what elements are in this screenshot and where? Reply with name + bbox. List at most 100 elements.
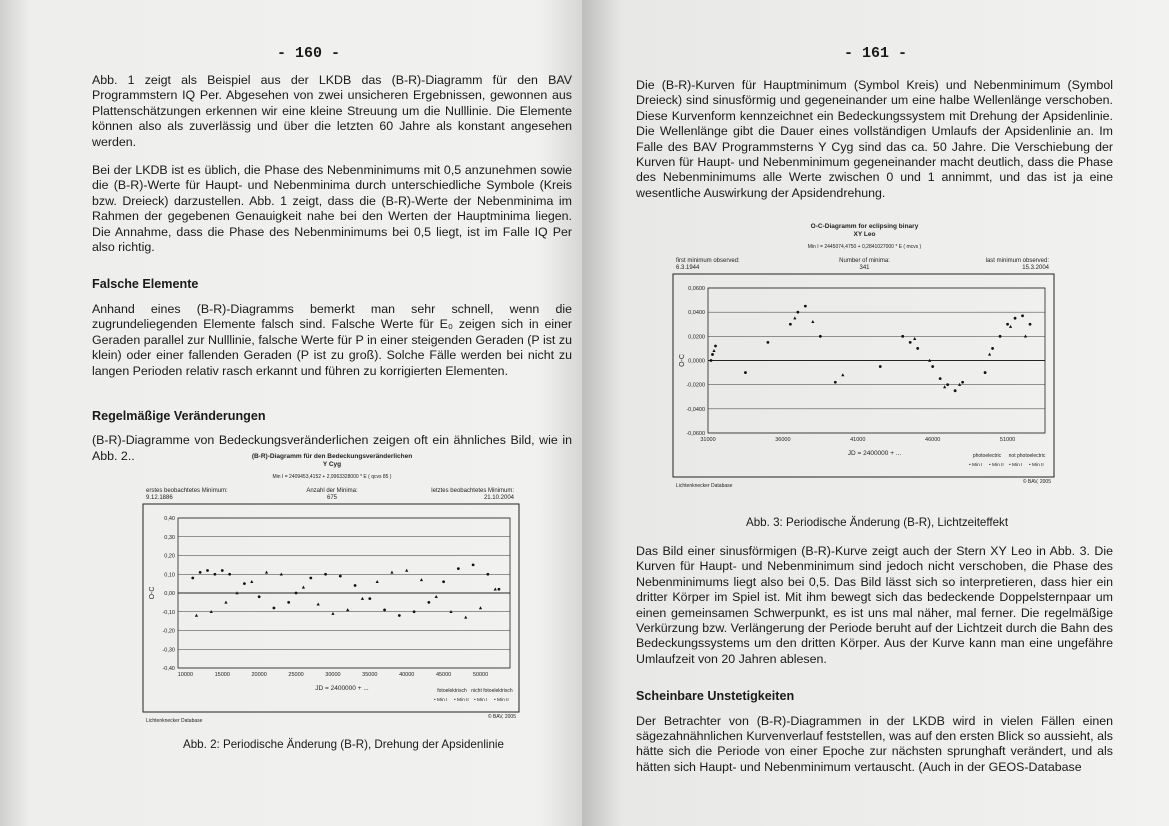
paragraph: Der Betrachter von (B-R)-Diagrammen in d…	[636, 713, 1113, 774]
chart-elements: Min I = 2445074,4750 + 0,2841027000 * E …	[808, 244, 922, 250]
data-point-min-ii	[209, 609, 213, 613]
last-value: 21.10.2004	[484, 495, 515, 501]
y-tick-label: 0,30	[164, 535, 175, 541]
y-tick-label: 0,10	[164, 572, 175, 578]
data-point-min-ii	[279, 572, 283, 576]
data-point-min-i	[272, 606, 276, 610]
legend-group-label: nicht fotoelektrisch	[471, 688, 513, 694]
y-tick-label: -0,40	[162, 666, 175, 672]
right-page: - 161 - Die (B-R)-Kurven für Hauptminimu…	[582, 0, 1169, 826]
y-tick-label: 0,0200	[688, 334, 705, 340]
data-point-min-i	[766, 340, 770, 344]
data-point-min-i	[456, 567, 460, 571]
figure-caption: Abb. 2: Periodische Änderung (B-R), Dreh…	[183, 738, 504, 751]
data-point-min-i	[383, 608, 386, 612]
chart-frame	[672, 273, 1055, 478]
left-page: - 160 - Abb. 1 zeigt als Beispiel aus de…	[0, 0, 582, 826]
section-heading: Falsche Elemente	[92, 277, 199, 292]
legend-item: • Min I	[434, 697, 447, 703]
legend-group-label: not photoelectric	[1009, 453, 1046, 459]
y-axis-label: O-C	[149, 587, 156, 600]
data-point-min-i	[397, 614, 401, 617]
y-tick-label: -0,0400	[686, 407, 705, 413]
x-tick-label: 51000	[1000, 437, 1015, 443]
data-point-min-i	[938, 377, 942, 381]
y-tick-label: 0,0000	[688, 359, 705, 365]
data-point-min-ii	[434, 594, 438, 598]
x-tick-label: 46000	[925, 437, 940, 443]
paragraph: (B-R)-Diagramme von Bedeckungsveränderli…	[92, 433, 572, 463]
data-point-min-ii	[464, 615, 468, 619]
y-axis-label: O-C	[679, 354, 686, 367]
data-point-min-i	[788, 322, 792, 326]
y-tick-label: 0,40	[164, 516, 175, 522]
data-point-min-i	[908, 340, 912, 344]
data-point-min-i	[287, 600, 291, 604]
x-tick-label: 25000	[288, 672, 303, 678]
first-label: erstes beobachtetes Minimum:	[146, 488, 228, 494]
data-point-min-i	[294, 591, 298, 595]
data-point-min-i	[243, 582, 246, 586]
copyright: © BAV, 2005	[1023, 478, 1051, 485]
first-value: 9.12.1886	[146, 495, 173, 501]
data-point-min-ii	[360, 596, 365, 600]
data-point-min-i	[983, 371, 987, 374]
y-tick-label: 0,00	[164, 591, 175, 597]
data-point-min-i	[228, 572, 232, 576]
data-point-min-i	[309, 576, 313, 580]
data-point-min-i	[711, 353, 714, 356]
data-point-min-ii	[264, 570, 269, 574]
data-point-min-i	[198, 570, 202, 574]
data-point-min-ii	[478, 606, 483, 610]
data-point-min-ii	[841, 373, 845, 377]
paragraph: Anhand eines (B-R)-Diagramms bemerkt man…	[92, 301, 572, 378]
data-point-min-i	[191, 576, 195, 580]
y-tick-label: 0,0600	[688, 286, 705, 292]
legend-item: • Min I	[969, 462, 982, 468]
data-point-min-i	[803, 304, 807, 308]
data-point-min-ii	[346, 608, 350, 612]
data-point-min-ii	[493, 587, 497, 591]
data-point-min-ii	[405, 568, 409, 572]
data-point-min-ii	[301, 585, 306, 589]
chart-title: O-C-Diagramm for eclipsing binary	[811, 223, 919, 230]
y-tick-label: 0,20	[164, 554, 175, 560]
last-label: letztes beobachtetes Minimum:	[431, 488, 514, 494]
chart-xy-leo: O-C-Diagramm for eclipsing binary XY Leo M…	[672, 218, 1057, 503]
data-point-min-i	[1021, 314, 1024, 318]
data-point-min-i	[442, 580, 445, 584]
copyright: © BAV, 2005	[488, 713, 516, 720]
x-tick-label: 50000	[473, 672, 488, 678]
chart-y-cyg: (B-R)-Diagramm für den Bedeckungsverände…	[142, 448, 522, 738]
last-label: last minimum observed:	[986, 258, 1050, 264]
x-axis-label: JD = 2400000 + ...	[848, 450, 902, 457]
page-number: - 160 -	[277, 45, 341, 62]
chart-title: (B-R)-Diagramm für den Bedeckungsverände…	[252, 453, 412, 460]
count-value: 341	[859, 265, 870, 271]
data-point-min-i	[1013, 316, 1017, 320]
paragraph: Abb. 1 zeigt als Beispiel aus der LKDB d…	[92, 73, 572, 149]
source-label: Lichtenknecker Database	[146, 718, 203, 724]
last-value: 15.3.2004	[1022, 265, 1049, 271]
data-point-min-i	[901, 334, 905, 338]
data-point-min-i	[220, 569, 224, 572]
data-point-min-i	[991, 347, 994, 350]
paragraph: Bei der LKDB ist es üblich, die Phase de…	[92, 163, 572, 255]
data-point-min-i	[1006, 322, 1009, 326]
x-tick-label: 45000	[436, 672, 451, 678]
x-tick-label: 15000	[215, 672, 230, 678]
x-axis-label: JD = 2400000 + ...	[315, 685, 369, 692]
data-point-min-i	[353, 584, 357, 587]
data-point-min-ii	[1008, 324, 1013, 328]
chart-frame	[142, 503, 520, 713]
data-point-min-i	[833, 380, 837, 384]
x-tick-label: 41000	[850, 437, 865, 443]
x-tick-label: 30000	[325, 672, 340, 678]
first-label: first minimum observed:	[676, 258, 740, 264]
data-point-min-ii	[928, 358, 932, 362]
data-point-min-i	[931, 365, 935, 368]
data-point-min-i	[818, 334, 822, 338]
data-point-min-ii	[235, 591, 239, 595]
data-point-min-i	[486, 572, 490, 576]
data-point-min-ii	[712, 349, 716, 353]
